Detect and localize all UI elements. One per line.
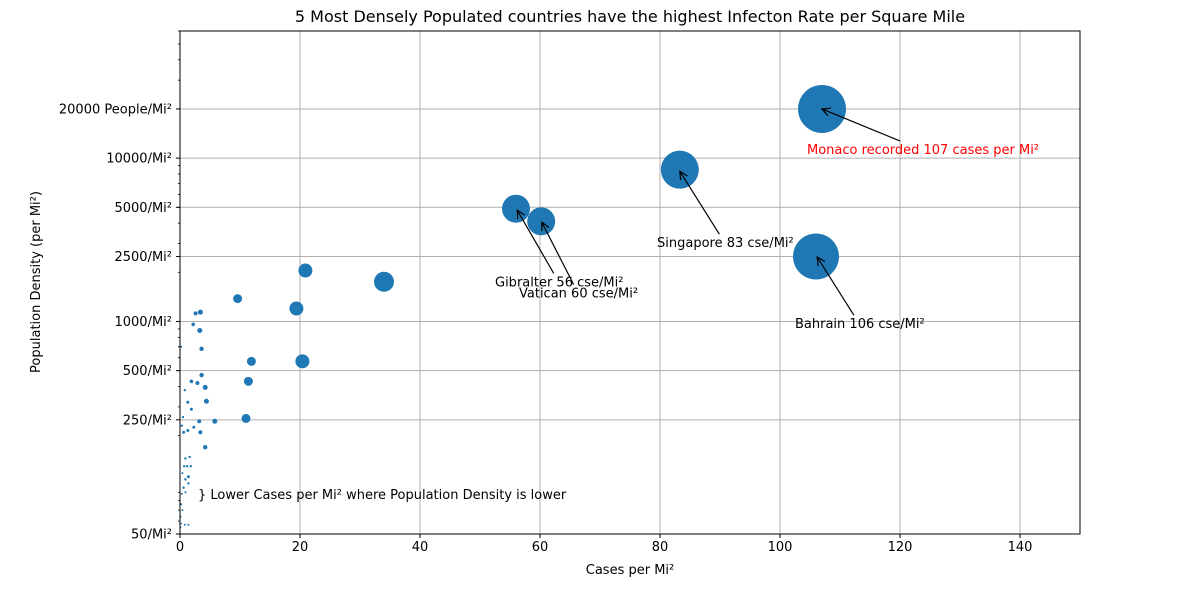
y-axis-label: Population Density (per Mi²) xyxy=(29,191,44,373)
data-point xyxy=(191,322,195,327)
y-tick-label: 5000/Mi² xyxy=(114,201,172,216)
annotation-label: Monaco recorded 107 cases per Mi² xyxy=(807,143,1039,158)
annotation-arrow xyxy=(542,222,575,285)
data-point xyxy=(184,457,187,460)
data-point xyxy=(182,486,185,489)
annotations: Monaco recorded 107 cases per Mi² Singapo… xyxy=(198,109,1039,503)
data-point xyxy=(186,475,190,479)
annotation-label: Vatican 60 cse/Mi² xyxy=(519,287,638,302)
data-point xyxy=(184,478,187,481)
data-point xyxy=(180,345,183,348)
data-point xyxy=(187,523,190,526)
data-point xyxy=(243,376,253,386)
data-point xyxy=(246,356,256,366)
data-points xyxy=(179,84,846,529)
data-point xyxy=(186,400,190,404)
grid xyxy=(179,31,1080,535)
data-point xyxy=(189,465,192,468)
data-point xyxy=(203,444,208,450)
y-tick-label: 10000/Mi² xyxy=(106,152,172,167)
data-point xyxy=(289,301,304,316)
data-point xyxy=(199,372,204,378)
data-point xyxy=(186,465,189,468)
annotation-arrow xyxy=(817,257,855,316)
data-point xyxy=(195,381,200,386)
data-point xyxy=(181,472,184,475)
data-point xyxy=(197,328,203,334)
data-point xyxy=(180,492,183,495)
x-tick-label: 40 xyxy=(412,540,429,555)
data-point xyxy=(793,233,839,280)
data-point xyxy=(183,388,186,392)
plot-frame xyxy=(179,30,1081,535)
data-point xyxy=(189,407,193,411)
data-point xyxy=(188,455,191,459)
data-point xyxy=(180,522,182,525)
data-point xyxy=(298,263,313,278)
x-tick-label: 120 xyxy=(888,540,913,555)
data-point xyxy=(184,491,187,494)
annotation-label: Singapore 83 cse/Mi² xyxy=(657,236,794,251)
data-point xyxy=(189,379,194,384)
data-point xyxy=(197,309,203,315)
data-point xyxy=(241,413,251,423)
x-axis-label: Cases per Mi² xyxy=(586,563,675,578)
axis-ticks: 0 20 40 60 80 100 120 140 50/Mi² 250/Mi² 500/Mi² 10… xyxy=(59,30,1033,555)
y-tick-label: 500/Mi² xyxy=(123,364,172,379)
x-tick-label: 0 xyxy=(176,540,184,555)
data-point xyxy=(182,430,186,434)
data-point xyxy=(181,415,185,419)
annotation-arrow xyxy=(517,210,555,274)
annotation-arrow xyxy=(822,109,901,142)
data-point xyxy=(193,311,198,316)
y-tick-label: 50/Mi² xyxy=(131,528,172,543)
data-point xyxy=(192,425,196,429)
data-point xyxy=(212,418,218,424)
data-point xyxy=(295,354,310,369)
y-tick-label: 250/Mi² xyxy=(123,413,172,428)
x-tick-label: 80 xyxy=(652,540,669,555)
x-tick-label: 140 xyxy=(1008,540,1033,555)
data-point xyxy=(180,503,183,506)
data-point xyxy=(186,429,190,433)
annotation-arrow xyxy=(680,171,720,235)
annotation-label: Bahrain 106 cse/Mi² xyxy=(795,317,925,332)
x-tick-label: 100 xyxy=(768,540,793,555)
data-point xyxy=(181,509,184,512)
data-point xyxy=(202,384,208,390)
data-point xyxy=(660,150,699,189)
annotation-label: Gibralter 56 cse/Mi² xyxy=(495,275,623,290)
y-tick-label: 2500/Mi² xyxy=(114,250,172,265)
chart-title: 5 Most Densely Populated countries have … xyxy=(295,7,965,26)
data-point xyxy=(198,430,203,435)
data-point xyxy=(502,194,530,223)
data-point xyxy=(183,523,186,526)
data-point xyxy=(527,207,556,236)
data-point xyxy=(187,482,190,485)
data-point xyxy=(203,398,209,404)
data-point xyxy=(798,84,846,133)
data-point xyxy=(199,346,204,352)
y-tick-label: 20000 People/Mi² xyxy=(59,102,172,117)
data-point xyxy=(233,294,243,304)
y-tick-label: 1000/Mi² xyxy=(114,315,172,330)
data-point xyxy=(197,419,202,424)
data-point xyxy=(180,424,183,427)
annotation-label: } Lower Cases per Mi² where Population D… xyxy=(198,488,567,503)
x-tick-label: 20 xyxy=(292,540,309,555)
data-point xyxy=(183,465,186,468)
x-tick-label: 60 xyxy=(532,540,549,555)
data-point xyxy=(374,271,394,292)
